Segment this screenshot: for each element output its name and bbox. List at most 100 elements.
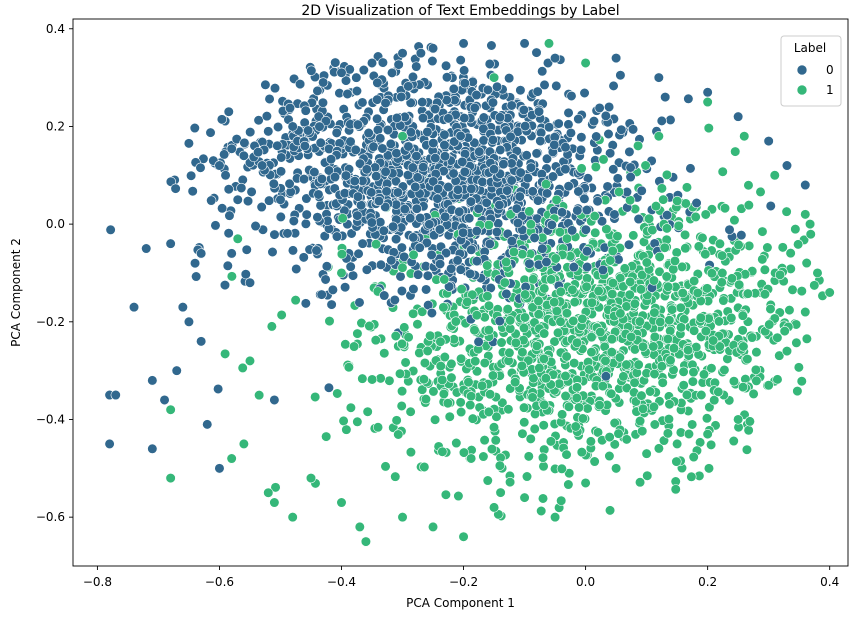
y-tick-label: −0.4 xyxy=(36,412,65,426)
scatter-point-label-1 xyxy=(604,505,616,516)
scatter-point-label-0 xyxy=(486,40,497,51)
scatter-point-label-0 xyxy=(539,79,550,91)
scatter-point-label-0 xyxy=(466,183,477,194)
scatter-point-label-1 xyxy=(800,306,811,318)
scatter-point-label-0 xyxy=(186,170,197,181)
scatter-point-label-1 xyxy=(586,347,597,358)
scatter-point-label-1 xyxy=(601,223,612,235)
scatter-point-label-0 xyxy=(272,121,284,133)
scatter-point-label-1 xyxy=(743,200,754,211)
scatter-point-label-0 xyxy=(415,48,426,59)
scatter-point-label-1 xyxy=(439,351,450,363)
scatter-point-label-1 xyxy=(551,194,562,205)
scatter-point-label-1 xyxy=(456,284,467,295)
scatter-point-label-1 xyxy=(549,297,560,308)
scatter-point-label-1 xyxy=(563,479,574,490)
scatter-point-label-0 xyxy=(240,269,251,280)
scatter-point-label-1 xyxy=(438,302,449,313)
scatter-point-label-1 xyxy=(571,382,583,393)
scatter-point-label-0 xyxy=(241,244,252,255)
scatter-point-label-0 xyxy=(196,248,207,259)
scatter-point-label-0 xyxy=(459,113,470,124)
scatter-point-label-0 xyxy=(361,164,372,175)
scatter-point-label-0 xyxy=(269,83,281,94)
scatter-point-label-0 xyxy=(189,258,201,269)
scatter-point-label-1 xyxy=(354,521,365,533)
scatter-point-label-0 xyxy=(294,78,306,90)
scatter-point-label-0 xyxy=(313,189,324,200)
scatter-point-label-1 xyxy=(755,186,766,198)
scatter-point-label-1 xyxy=(692,287,703,299)
scatter-point-label-0 xyxy=(128,302,140,313)
scatter-point-label-1 xyxy=(662,333,674,345)
scatter-point-label-0 xyxy=(390,233,402,245)
scatter-point-label-0 xyxy=(284,178,295,189)
scatter-point-label-1 xyxy=(719,203,731,214)
scatter-point-label-1 xyxy=(518,402,530,413)
scatter-point-label-1 xyxy=(634,415,646,427)
scatter-point-label-0 xyxy=(264,93,275,105)
scatter-point-label-1 xyxy=(785,248,796,259)
scatter-point-label-1 xyxy=(367,374,378,385)
scatter-point-label-1 xyxy=(408,249,419,260)
scatter-point-label-1 xyxy=(533,309,544,320)
scatter-point-label-1 xyxy=(744,416,755,427)
scatter-point-label-0 xyxy=(505,131,516,142)
scatter-point-label-1 xyxy=(470,356,481,367)
scatter-point-label-0 xyxy=(214,463,225,474)
scatter-point-label-1 xyxy=(428,386,439,397)
scatter-point-label-0 xyxy=(541,153,553,164)
scatter-point-label-0 xyxy=(422,270,433,281)
scatter-point-label-1 xyxy=(396,400,407,412)
scatter-point-label-1 xyxy=(654,251,665,262)
scatter-point-label-0 xyxy=(594,102,605,114)
scatter-point-label-1 xyxy=(527,302,538,313)
scatter-point-label-0 xyxy=(397,48,408,59)
scatter-point-label-0 xyxy=(110,389,121,401)
x-tick-label: −0.6 xyxy=(205,575,234,589)
scatter-point-label-1 xyxy=(488,422,500,433)
scatter-point-label-1 xyxy=(495,487,506,498)
scatter-point-label-1 xyxy=(525,219,536,230)
scatter-point-label-1 xyxy=(613,428,624,439)
scatter-point-label-1 xyxy=(584,364,595,375)
scatter-point-label-1 xyxy=(573,402,585,413)
scatter-point-label-1 xyxy=(540,373,552,384)
scatter-point-label-1 xyxy=(764,319,775,330)
scatter-point-label-0 xyxy=(412,172,423,183)
scatter-point-label-1 xyxy=(695,312,706,323)
scatter-point-label-0 xyxy=(469,102,480,114)
scatter-point-label-1 xyxy=(606,334,618,345)
scatter-point-label-1 xyxy=(688,367,699,378)
scatter-point-label-1 xyxy=(393,429,404,440)
scatter-point-label-0 xyxy=(377,57,389,68)
scatter-point-label-1 xyxy=(502,304,513,315)
scatter-point-label-0 xyxy=(275,166,287,177)
x-axis-label: PCA Component 1 xyxy=(406,596,515,610)
scatter-point-label-1 xyxy=(658,194,669,205)
scatter-point-label-1 xyxy=(700,209,711,220)
scatter-point-label-0 xyxy=(316,289,327,300)
scatter-point-label-0 xyxy=(246,186,257,197)
scatter-point-label-1 xyxy=(742,288,754,299)
scatter-point-label-0 xyxy=(321,261,332,272)
scatter-point-label-1 xyxy=(348,341,360,352)
scatter-point-label-0 xyxy=(573,186,584,197)
scatter-point-label-0 xyxy=(518,104,530,116)
scatter-point-label-1 xyxy=(781,206,792,217)
scatter-point-label-1 xyxy=(716,277,727,288)
scatter-point-label-1 xyxy=(677,287,688,299)
scatter-point-label-1 xyxy=(637,403,649,414)
scatter-point-label-1 xyxy=(619,263,630,274)
scatter-point-label-1 xyxy=(467,413,478,424)
ticks-layer: −0.8 −0.6 −0.4 −0.2 0.0 0.2 0.4 −0.6 −0.4 −0.2 0.0… xyxy=(36,22,839,589)
scatter-point-label-0 xyxy=(214,160,225,171)
scatter-point-label-0 xyxy=(428,176,439,187)
scatter-point-label-1 xyxy=(605,255,616,266)
scatter-point-label-1 xyxy=(604,450,615,462)
scatter-point-label-1 xyxy=(364,320,375,332)
scatter-point-label-1 xyxy=(769,170,780,181)
scatter-point-label-0 xyxy=(257,160,268,171)
scatter-point-label-1 xyxy=(765,303,776,315)
scatter-point-label-0 xyxy=(487,97,499,108)
